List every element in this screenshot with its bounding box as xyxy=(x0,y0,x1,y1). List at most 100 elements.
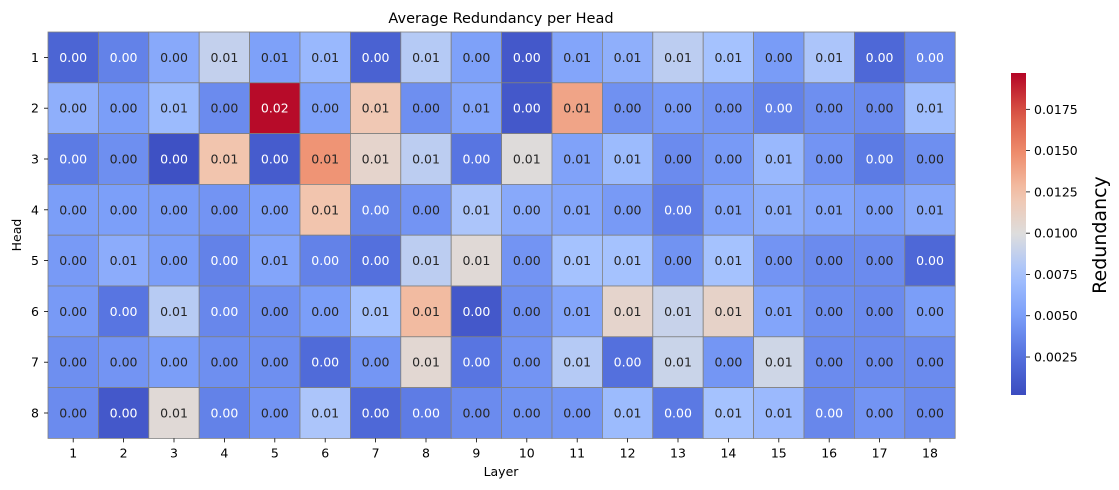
heatmap-cell xyxy=(501,82,553,135)
heatmap-cell xyxy=(98,183,150,236)
cell-label: 0.01 xyxy=(614,50,642,65)
cell-label: 0.01 xyxy=(412,355,440,370)
cell-label: 0.00 xyxy=(765,50,793,65)
cell-label: 0.00 xyxy=(59,50,87,65)
cell-label: 0.01 xyxy=(462,101,490,116)
cell-label: 0.01 xyxy=(714,406,742,421)
cell-label: 0.00 xyxy=(362,406,390,421)
cell-label: 0.01 xyxy=(765,355,793,370)
cell-label: 0.00 xyxy=(513,50,541,65)
cell-label: 0.00 xyxy=(513,355,541,370)
cell-label: 0.01 xyxy=(614,406,642,421)
heatmap-cell xyxy=(551,234,603,287)
cell-label: 0.01 xyxy=(311,152,339,167)
cell-label: 0.00 xyxy=(513,202,541,217)
heatmap-cell xyxy=(349,82,402,135)
heatmap-cell xyxy=(349,336,402,388)
heatmap-cell xyxy=(47,31,99,84)
x-tick-label: 12 xyxy=(620,445,636,460)
cell-label: 0.01 xyxy=(412,152,440,167)
cell-label: 0.01 xyxy=(614,152,642,167)
cell-label: 0.00 xyxy=(563,406,591,421)
cell-label: 0.01 xyxy=(664,355,692,370)
cell-label: 0.01 xyxy=(210,152,238,167)
heatmap-cell xyxy=(501,133,553,185)
cell-label: 0.00 xyxy=(311,355,339,370)
colorbar-tick-label: 0.0125 xyxy=(1034,184,1078,199)
heatmap-cell xyxy=(904,234,956,287)
cell-label: 0.01 xyxy=(563,304,591,319)
heatmap-cell xyxy=(652,387,704,439)
cell-label: 0.01 xyxy=(765,406,793,421)
cell-label: 0.00 xyxy=(866,304,894,319)
cell-label: 0.01 xyxy=(160,304,188,319)
cell-label: 0.00 xyxy=(815,406,843,421)
heatmap-cell xyxy=(501,285,553,338)
cell-label: 0.01 xyxy=(311,202,339,217)
heatmap-cell xyxy=(602,234,654,287)
cell-label: 0.00 xyxy=(866,355,894,370)
cell-label: 0.00 xyxy=(110,355,138,370)
cell-label: 0.00 xyxy=(210,355,238,370)
x-tick-label: 4 xyxy=(220,445,228,460)
cell-label: 0.00 xyxy=(261,304,289,319)
x-tick-label: 7 xyxy=(372,445,380,460)
x-tick-label: 2 xyxy=(120,445,128,460)
heatmap-cell xyxy=(652,234,704,287)
cell-label: 0.00 xyxy=(261,406,289,421)
heatmap-cell xyxy=(602,133,654,185)
cell-label: 0.00 xyxy=(916,355,944,370)
heatmap-cell xyxy=(148,31,200,84)
colorbar-tick-label: 0.0175 xyxy=(1034,102,1078,117)
x-tick-label: 10 xyxy=(519,445,535,460)
heatmap-cell xyxy=(47,82,99,135)
cell-label: 0.00 xyxy=(59,253,87,268)
chart-title: Average Redundancy per Head xyxy=(388,11,613,27)
cell-label: 0.00 xyxy=(110,101,138,116)
cell-label: 0.01 xyxy=(362,304,390,319)
y-tick-label: 1 xyxy=(31,50,39,65)
cell-label: 0.01 xyxy=(311,406,339,421)
heatmap-cell xyxy=(47,387,99,439)
heatmap-cell xyxy=(652,183,704,236)
heatmap-cell xyxy=(400,285,452,338)
heatmap-cell xyxy=(299,234,351,287)
cell-label: 0.00 xyxy=(714,355,742,370)
heatmap-cell xyxy=(652,285,704,338)
cell-label: 0.01 xyxy=(916,202,944,217)
cell-label: 0.01 xyxy=(614,304,642,319)
cell-label: 0.01 xyxy=(765,202,793,217)
cell-label: 0.01 xyxy=(664,304,692,319)
cell-label: 0.01 xyxy=(412,253,440,268)
cell-label: 0.00 xyxy=(462,152,490,167)
cell-label: 0.00 xyxy=(362,355,390,370)
cell-label: 0.01 xyxy=(815,202,843,217)
cell-label: 0.00 xyxy=(311,101,339,116)
heatmap-cell xyxy=(753,336,805,388)
cell-label: 0.01 xyxy=(462,202,490,217)
cell-label: 0.01 xyxy=(160,406,188,421)
cell-label: 0.00 xyxy=(714,152,742,167)
cell-label: 0.00 xyxy=(916,304,944,319)
cell-label: 0.01 xyxy=(563,50,591,65)
heatmap-cell xyxy=(299,387,351,439)
cell-label: 0.00 xyxy=(110,304,138,319)
cell-label: 0.01 xyxy=(563,202,591,217)
x-tick-label: 1 xyxy=(69,445,77,460)
heatmap-cell xyxy=(501,31,553,84)
cell-label: 0.00 xyxy=(261,202,289,217)
cell-label: 0.01 xyxy=(815,50,843,65)
x-tick-label: 16 xyxy=(821,445,837,460)
cell-label: 0.01 xyxy=(362,152,390,167)
heatmap-cell xyxy=(148,82,200,135)
heatmap-cell xyxy=(551,133,603,185)
cell-label: 0.00 xyxy=(210,304,238,319)
heatmap-cell xyxy=(753,183,805,236)
cell-label: 0.00 xyxy=(614,202,642,217)
heatmap-cell xyxy=(803,387,855,439)
heatmap-cell xyxy=(904,82,956,135)
cell-label: 0.01 xyxy=(765,304,793,319)
heatmap-cell xyxy=(349,133,402,185)
heatmap-cell xyxy=(450,387,503,439)
